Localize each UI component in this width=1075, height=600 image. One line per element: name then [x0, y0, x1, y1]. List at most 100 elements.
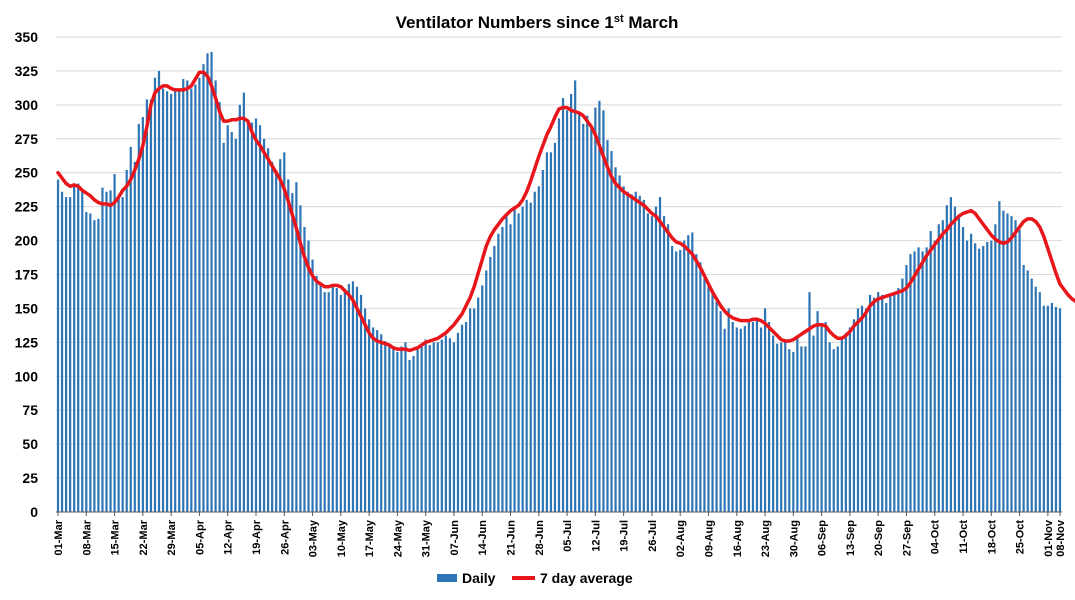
daily-bar: [448, 338, 452, 512]
daily-bar: [85, 212, 88, 512]
y-tick-label: 100: [15, 368, 39, 384]
chart-title-rest: March: [624, 13, 679, 32]
daily-bar: [473, 308, 476, 512]
chart-title-sup: st: [614, 13, 624, 25]
x-tick-label: 31-May: [421, 519, 433, 557]
daily-bar: [574, 80, 577, 513]
daily-bar: [561, 98, 565, 512]
daily-bar: [440, 339, 443, 512]
daily-bar: [432, 342, 435, 512]
daily-bar: [836, 346, 839, 512]
daily-bar: [553, 142, 557, 513]
daily-bar: [513, 206, 516, 512]
daily-bar: [109, 190, 112, 513]
daily-bar: [949, 197, 952, 512]
x-tick-label: 21-Jun: [506, 520, 518, 556]
daily-bar: [376, 330, 379, 512]
daily-bar: [994, 224, 997, 513]
y-tick-label: 275: [15, 131, 39, 147]
daily-bar: [190, 88, 193, 512]
daily-bar: [881, 294, 884, 512]
daily-bar: [153, 77, 157, 513]
daily-bar: [363, 308, 367, 512]
daily-bars: [56, 51, 1062, 513]
daily-bar: [517, 213, 520, 512]
y-tick-label: 325: [15, 63, 39, 79]
x-tick-label: 05-Apr: [194, 519, 206, 555]
daily-bar: [739, 328, 742, 512]
daily-bar: [804, 346, 807, 512]
daily-bar: [937, 224, 940, 513]
daily-bar: [832, 349, 835, 512]
daily-bar: [868, 294, 872, 512]
daily-bar: [885, 303, 888, 512]
daily-bar: [719, 311, 722, 512]
daily-bar: [626, 191, 629, 512]
daily-bar: [662, 216, 666, 512]
daily-bar: [691, 232, 694, 512]
daily-bar: [1038, 292, 1041, 512]
daily-bar: [327, 292, 330, 512]
daily-bar: [743, 326, 746, 512]
daily-bar: [767, 322, 771, 512]
x-tick-label: 05-Jul: [562, 520, 574, 552]
x-tick-label: 01-Nov: [1043, 519, 1055, 557]
daily-bar: [412, 355, 415, 512]
daily-bar: [149, 99, 153, 513]
daily-bar: [97, 218, 100, 513]
x-tick-label: 01-Mar: [53, 519, 65, 555]
x-tick-label: 08-Mar: [81, 519, 93, 555]
daily-bar: [93, 220, 96, 512]
daily-bar: [703, 278, 706, 512]
daily-bar: [509, 224, 512, 513]
daily-bar: [840, 336, 843, 512]
daily-bar: [820, 324, 823, 512]
daily-bar: [359, 294, 363, 512]
daily-bar: [630, 194, 633, 512]
daily-bar: [606, 140, 609, 512]
daily-bar: [275, 170, 278, 512]
daily-bar: [331, 284, 334, 512]
daily-bar: [267, 148, 270, 513]
x-tick-label: 06-Sep: [817, 520, 829, 556]
daily-bar: [101, 187, 104, 512]
daily-bar: [170, 94, 173, 512]
daily-bar: [1002, 210, 1005, 512]
y-tick-label: 300: [15, 97, 39, 113]
daily-bar: [945, 205, 948, 513]
daily-bar: [796, 338, 799, 512]
daily-bar: [73, 186, 76, 513]
daily-bar: [469, 308, 472, 512]
daily-bar: [666, 224, 670, 513]
daily-bar: [1006, 213, 1009, 512]
average-line: [56, 70, 1075, 353]
daily-bar: [456, 332, 460, 512]
daily-bar: [194, 84, 197, 512]
daily-bar: [186, 80, 189, 513]
average-line-layer: [56, 70, 1075, 353]
x-tick-label: 27-Sep: [901, 520, 913, 556]
y-tick-label: 150: [15, 300, 39, 316]
daily-bar: [351, 281, 355, 512]
daily-bar: [816, 311, 819, 512]
daily-bar: [493, 246, 496, 512]
daily-bar: [214, 80, 217, 513]
daily-bar: [396, 351, 399, 512]
daily-bar: [727, 308, 730, 512]
daily-bar: [990, 240, 993, 512]
daily-bar: [262, 138, 266, 513]
daily-bar: [1034, 286, 1037, 512]
chart-title: Ventilator Numbers since 1st March: [396, 13, 679, 32]
daily-bar: [56, 179, 60, 512]
daily-bar: [408, 360, 411, 512]
daily-bar: [582, 123, 585, 513]
daily-bar: [388, 346, 391, 512]
x-tick-label: 23-Aug: [760, 520, 772, 557]
daily-bar: [420, 343, 423, 512]
daily-bar: [250, 122, 254, 512]
daily-bar: [355, 286, 359, 512]
y-tick-label: 225: [15, 199, 39, 215]
daily-bar: [545, 152, 548, 513]
daily-bar: [671, 246, 674, 512]
